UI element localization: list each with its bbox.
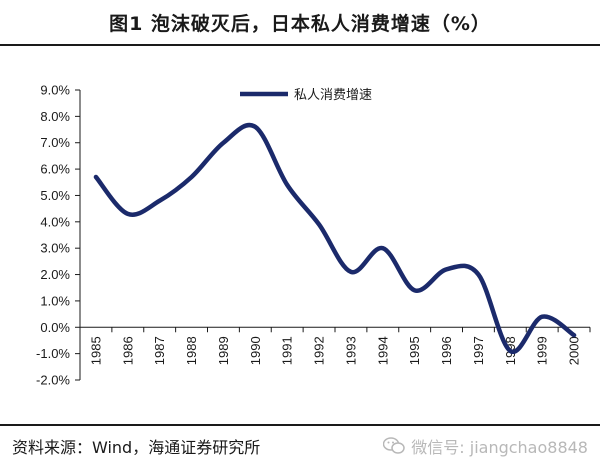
x-axis: 1985 1986 1987 1988 1989 1990 1991 1992 1993 1994… [80,327,590,365]
source-note: 资料来源：Wind，海通证券研究所 [12,434,260,458]
series-line [96,125,574,352]
y-tick-label: 1.0% [40,293,70,308]
y-axis: 9.0% 8.0% 7.0% 6.0% 5.0% 4.0% 3.0% 2.0% 1.0% 0.0%… [36,83,80,388]
y-tick-label: 2.0% [40,267,70,282]
line-chart: 9.0% 8.0% 7.0% 6.0% 5.0% 4.0% 3.0% 2.0% 1.0% 0.0%… [0,50,600,422]
figure-header: 图1 泡沫破灭后，日本私人消费增速（%） [0,0,600,46]
x-tick-label: 1993 [343,336,358,365]
figure-footer: 资料来源：Wind，海通证券研究所 微信号: jiangchao8848 [0,424,600,474]
y-tick-label: -1.0% [36,346,70,361]
x-tick-label: 1985 [88,336,103,365]
y-tick-label: 9.0% [40,83,70,98]
x-tick-label: 2000 [567,336,582,365]
watermark-text: 微信号: jiangchao8848 [411,434,588,458]
x-tick-label: 1991 [280,336,295,365]
x-tick-label: 1990 [248,336,263,365]
x-tick-label: 1987 [152,336,167,365]
y-tick-label: 4.0% [40,214,70,229]
x-tick-label: 1989 [216,336,231,365]
series-layer [96,125,574,352]
x-tick-label: 1995 [407,336,422,365]
y-tick-label: 3.0% [40,241,70,256]
x-tick-label: 1992 [312,336,327,365]
x-tick-label: 1997 [471,336,486,365]
x-tick-label: 1996 [439,336,454,365]
y-tick-label: 0.0% [40,320,70,335]
y-tick-label: 7.0% [40,135,70,150]
legend-label: 私人消费增速 [294,88,372,103]
y-tick-label: -2.0% [36,373,70,388]
watermark: 微信号: jiangchao8848 [383,434,588,458]
x-tick-label: 1994 [375,336,390,365]
y-tick-label: 8.0% [40,109,70,124]
x-tick-label: 1986 [120,336,135,365]
x-tick-label: 1999 [535,336,550,365]
x-tick-label: 1988 [184,336,199,365]
wechat-icon [383,437,405,455]
y-tick-label: 5.0% [40,188,70,203]
y-tick-label: 6.0% [40,162,70,177]
legend: 私人消费增速 [240,88,372,103]
figure-title: 图1 泡沫破灭后，日本私人消费增速（%） [109,9,491,36]
